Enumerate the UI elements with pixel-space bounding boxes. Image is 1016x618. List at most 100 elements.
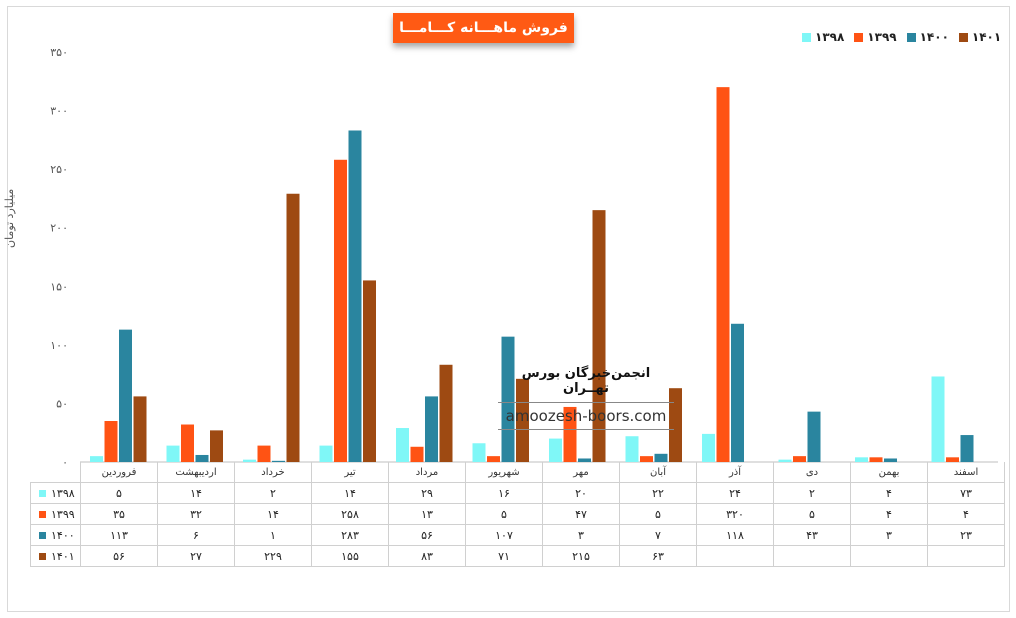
bar-0-9 — [778, 459, 792, 462]
x-tick-label: مرداد — [388, 462, 466, 483]
bar-2-8 — [731, 323, 744, 462]
data-label — [850, 545, 928, 567]
bar-1-0 — [104, 421, 118, 462]
bar-2-1 — [195, 454, 209, 462]
data-label: ۱۴ — [311, 482, 389, 504]
bar-2-5 — [501, 336, 515, 462]
data-label: ۷۳ — [927, 482, 1005, 504]
data-label: ۳ — [542, 524, 620, 546]
legend-label: ۱۴۰۱ — [971, 30, 1002, 44]
bar-3-6 — [592, 210, 606, 462]
legend-item: ۱۴۰۱ — [958, 30, 1002, 44]
watermark-rule — [498, 402, 674, 403]
bar-2-7 — [654, 453, 668, 462]
y-tick-label: ۲۰۰ — [50, 222, 68, 235]
data-label: ۵۶ — [80, 545, 158, 567]
chart-title: فروش ماهـــانه کـــامـــا — [393, 13, 574, 43]
data-label: ۲۸۳ — [311, 524, 389, 546]
bar-0-6 — [549, 438, 562, 462]
series-swatch — [39, 490, 46, 497]
bar-1-2 — [257, 445, 271, 462]
legend: ۱۳۹۸ ۱۳۹۹ ۱۴۰۰ ۱۴۰۱ — [802, 30, 1001, 44]
bar-1-9 — [793, 456, 806, 462]
data-label: ۵۶ — [388, 524, 466, 546]
bar-3-3 — [363, 280, 376, 462]
bar-3-1 — [210, 430, 223, 462]
table-row: ۱۳۹۸ ۵ ۱۴ ۲ ۱۴ ۲۹ ۱۶ ۲۰ ۲۲ ۲۴ ۲ ۴ ۷۳ — [30, 482, 1005, 504]
legend-item: ۱۳۹۹ — [854, 30, 897, 44]
watermark: انجمن‌خبرگان بورس تهــران amoozesh-boors… — [498, 366, 674, 430]
watermark-rule — [498, 429, 674, 430]
x-tick-label: دی — [773, 462, 851, 483]
data-label: ۱ — [234, 524, 312, 546]
data-label: ۲ — [773, 482, 851, 504]
data-label — [696, 545, 774, 567]
bar-2-11 — [960, 435, 974, 462]
data-label: ۵ — [465, 503, 543, 525]
series-swatch — [39, 511, 46, 518]
bar-2-0 — [119, 329, 132, 462]
table-row: ۱۴۰۱ ۵۶ ۲۷ ۲۲۹ ۱۵۵ ۸۳ ۷۱ ۲۱۵ ۶۳ — [30, 545, 1005, 567]
bar-1-11 — [946, 457, 959, 462]
bar-3-0 — [133, 396, 147, 462]
table-corner — [31, 462, 81, 483]
data-label: ۷۱ — [465, 545, 543, 567]
series-name: ۱۴۰۱ — [51, 549, 75, 563]
series-swatch — [39, 553, 46, 560]
bar-1-10 — [869, 457, 883, 462]
y-tick-label: ۲۵۰ — [50, 163, 68, 176]
bar-1-4 — [410, 446, 424, 462]
x-tick-label: آبان — [619, 462, 697, 483]
x-tick-label: آذر — [696, 462, 774, 483]
data-label: ۲۳ — [927, 524, 1005, 546]
bar-1-1 — [181, 424, 194, 462]
x-tick-label: تیر — [311, 462, 389, 483]
legend-swatch — [906, 32, 916, 42]
data-label: ۳۵ — [80, 503, 158, 525]
data-label: ۴ — [850, 482, 928, 504]
bar-0-7 — [625, 436, 639, 462]
table-row: ۱۴۰۰ ۱۱۳ ۶ ۱ ۲۸۳ ۵۶ ۱۰۷ ۳ ۷ ۱۱۸ ۴۳ ۳ ۲۳ — [30, 524, 1005, 546]
data-label: ۲۹ — [388, 482, 466, 504]
series-name: ۱۴۰۰ — [51, 528, 75, 542]
data-label: ۲۷ — [157, 545, 235, 567]
bar-2-10 — [884, 458, 897, 462]
category-row: فروردین اردیبهشت خرداد تیر مرداد شهریور مهر آبا… — [31, 462, 1005, 483]
legend-label: ۱۴۰۰ — [919, 30, 949, 44]
data-label: ۳۲ — [157, 503, 235, 525]
bar-1-8 — [716, 87, 730, 463]
bar-1-3 — [334, 159, 347, 462]
y-tick-label: ۳۵۰ — [50, 46, 68, 59]
series-swatch — [39, 532, 46, 539]
data-table: فروردین اردیبهشت خرداد تیر مرداد شهریور مهر آبا… — [30, 462, 1005, 567]
table-row: ۱۳۹۹ ۳۵ ۳۲ ۱۴ ۲۵۸ ۱۳ ۵ ۴۷ ۵ ۳۲۰ ۵ ۴ ۴ — [30, 503, 1005, 525]
bar-2-9 — [807, 411, 821, 462]
data-label: ۱۴ — [234, 503, 312, 525]
data-label — [927, 545, 1005, 567]
y-tick-label: ۰ — [62, 456, 68, 469]
legend-item: ۱۴۰۰ — [906, 30, 949, 44]
data-label: ۱۰۷ — [465, 524, 543, 546]
data-label: ۸۳ — [388, 545, 466, 567]
series-header: ۱۳۹۹ — [30, 503, 81, 525]
data-label: ۴ — [850, 503, 928, 525]
data-label: ۵ — [80, 482, 158, 504]
watermark-title: انجمن‌خبرگان بورس تهــران — [521, 366, 651, 396]
legend-label: ۱۳۹۸ — [815, 30, 845, 44]
data-label: ۱۳ — [388, 503, 466, 525]
bar-2-3 — [348, 130, 362, 462]
x-tick-label: فروردین — [80, 462, 158, 483]
bar-2-6 — [578, 458, 591, 462]
data-label: ۴ — [927, 503, 1005, 525]
data-label: ۳ — [850, 524, 928, 546]
data-label: ۲۵۸ — [311, 503, 389, 525]
bar-2-4 — [425, 396, 438, 462]
series-header: ۱۴۰۰ — [30, 524, 81, 546]
data-label: ۲۴ — [696, 482, 774, 504]
data-label: ۷ — [619, 524, 697, 546]
bar-0-10 — [855, 457, 868, 462]
data-label: ۶ — [157, 524, 235, 546]
bar-0-11 — [931, 376, 945, 462]
bar-3-5 — [516, 378, 529, 462]
x-tick-label: اردیبهشت — [157, 462, 235, 483]
